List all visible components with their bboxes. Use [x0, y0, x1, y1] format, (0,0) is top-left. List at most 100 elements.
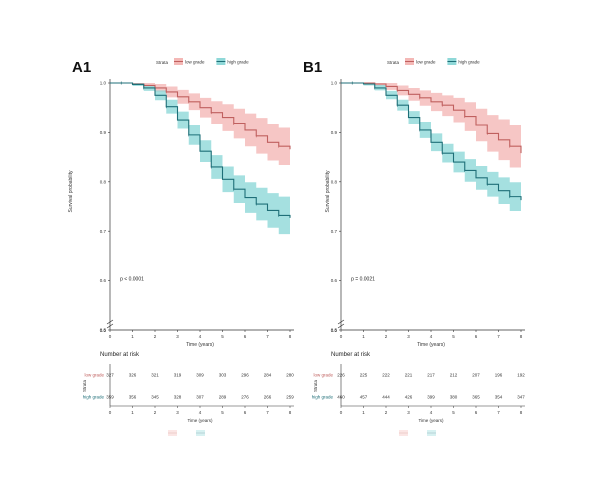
y-tick-label: 0.7: [331, 229, 338, 234]
risk-x-tick-label: 8: [289, 410, 292, 415]
risk-value: 192: [517, 373, 525, 378]
risk-strata-label: Strata: [313, 380, 318, 393]
risk-value: 303: [219, 373, 227, 378]
y-tick-label: 1.0: [100, 81, 107, 86]
risk-value: 380: [450, 395, 458, 400]
risk-value: 457: [360, 395, 368, 400]
risk-row-label: high grade: [83, 395, 105, 400]
risk-x-tick-label: 7: [266, 410, 269, 415]
x-tick-label: 6: [244, 334, 247, 339]
legend-title: Strata: [387, 60, 400, 65]
risk-x-tick-label: 6: [244, 410, 247, 415]
axis-break-mark: [337, 323, 345, 329]
risk-value: 347: [517, 395, 525, 400]
bottom-legend-swatch: [196, 430, 205, 436]
x-tick-label: 1: [131, 334, 134, 339]
x-tick-label: 7: [497, 334, 500, 339]
y-tick-label: 1.0: [331, 81, 338, 86]
risk-table-title: Number at risk: [331, 352, 371, 358]
risk-x-tick-label: 1: [362, 410, 365, 415]
risk-x-axis-title: Time (years): [418, 418, 444, 423]
risk-x-tick-label: 0: [109, 410, 112, 415]
confidence-band-high-grade: [341, 83, 521, 216]
y-axis-title: Survival probability: [68, 170, 74, 212]
risk-strata-label: Strata: [82, 380, 87, 393]
y-tick-label: 0.7: [100, 229, 107, 234]
risk-value: 196: [495, 373, 503, 378]
risk-value: 284: [264, 373, 272, 378]
x-tick-label: 8: [289, 334, 292, 339]
risk-value: 307: [196, 395, 204, 400]
panel-a1: A1 Strata low grade high grade 0.00.5 0.6 0.7 0…: [68, 58, 294, 436]
y-tick-label: 0.6: [100, 278, 107, 283]
risk-table-title: Number at risk: [100, 352, 140, 358]
risk-row-label: low grade: [84, 373, 104, 378]
risk-x-tick-label: 3: [407, 410, 410, 415]
confidence-band-high-grade: [110, 83, 290, 239]
risk-value: 207: [472, 373, 480, 378]
risk-value: 326: [129, 373, 137, 378]
bottom-legend: [399, 430, 436, 436]
risk-value: 444: [382, 395, 390, 400]
risk-x-tick-label: 3: [176, 410, 179, 415]
x-axis-title: Time (years): [417, 342, 445, 348]
p-value: p < 0.0001: [120, 277, 144, 283]
risk-value: 289: [219, 395, 227, 400]
risk-x-tick-label: 5: [452, 410, 455, 415]
risk-value: 280: [286, 373, 294, 378]
risk-value: 222: [382, 373, 390, 378]
legend-item-label: low grade: [416, 60, 436, 65]
bottom-legend-swatch: [168, 430, 177, 436]
y-tick-label: 0.0: [100, 328, 107, 333]
risk-value: 356: [129, 395, 137, 400]
confidence-band-low-grade: [341, 83, 521, 177]
y-tick-label: 0.9: [331, 130, 338, 135]
legend-item-label: high grade: [227, 60, 249, 65]
bottom-legend-swatch: [427, 430, 436, 436]
risk-value: 365: [472, 395, 480, 400]
y-tick-label: 0.5: [100, 328, 107, 333]
x-tick-label: 7: [266, 334, 269, 339]
risk-value: 321: [151, 373, 159, 378]
risk-value: 221: [405, 373, 413, 378]
risk-value: 399: [427, 395, 435, 400]
x-tick-label: 2: [154, 334, 157, 339]
risk-value: 296: [241, 373, 249, 378]
y-axis-title: Survival probability: [325, 170, 331, 212]
risk-x-tick-label: 5: [221, 410, 224, 415]
y-tick-label: 0.8: [100, 179, 107, 184]
confidence-band-low-grade: [110, 83, 290, 169]
x-tick-label: 4: [430, 334, 433, 339]
x-tick-label: 3: [176, 334, 179, 339]
y-tick-label: 0.5: [331, 328, 338, 333]
x-tick-label: 0: [109, 334, 112, 339]
p-value: p = 0.0021: [351, 277, 375, 283]
survival-line-low-grade: [341, 82, 522, 154]
risk-x-tick-label: 1: [131, 410, 134, 415]
risk-value: 276: [241, 395, 249, 400]
risk-x-tick-label: 8: [520, 410, 523, 415]
risk-value: 345: [151, 395, 159, 400]
risk-value: 212: [450, 373, 458, 378]
x-tick-label: 1: [362, 334, 365, 339]
x-tick-label: 6: [475, 334, 478, 339]
risk-value: 217: [427, 373, 435, 378]
risk-x-tick-label: 6: [475, 410, 478, 415]
x-tick-label: 5: [452, 334, 455, 339]
risk-x-tick-label: 2: [154, 410, 157, 415]
risk-value: 266: [264, 395, 272, 400]
risk-x-tick-label: 4: [430, 410, 433, 415]
risk-table: Number at risk low grade 3 2 7 326 321 319 309 30…: [82, 352, 294, 436]
y-tick-label: 0.0: [331, 328, 338, 333]
y-tick-label: 0.9: [100, 130, 107, 135]
x-tick-label: 8: [520, 334, 523, 339]
legend: Strata low grade high grade: [156, 58, 249, 65]
risk-value: 259: [286, 395, 294, 400]
legend: Strata low grade high grade: [387, 58, 480, 65]
risk-value: 225: [360, 373, 368, 378]
risk-value: 426: [405, 395, 413, 400]
axis-break-mark: [337, 319, 345, 325]
risk-x-axis-title: Time (years): [187, 418, 213, 423]
axis-break-mark: [106, 319, 114, 325]
